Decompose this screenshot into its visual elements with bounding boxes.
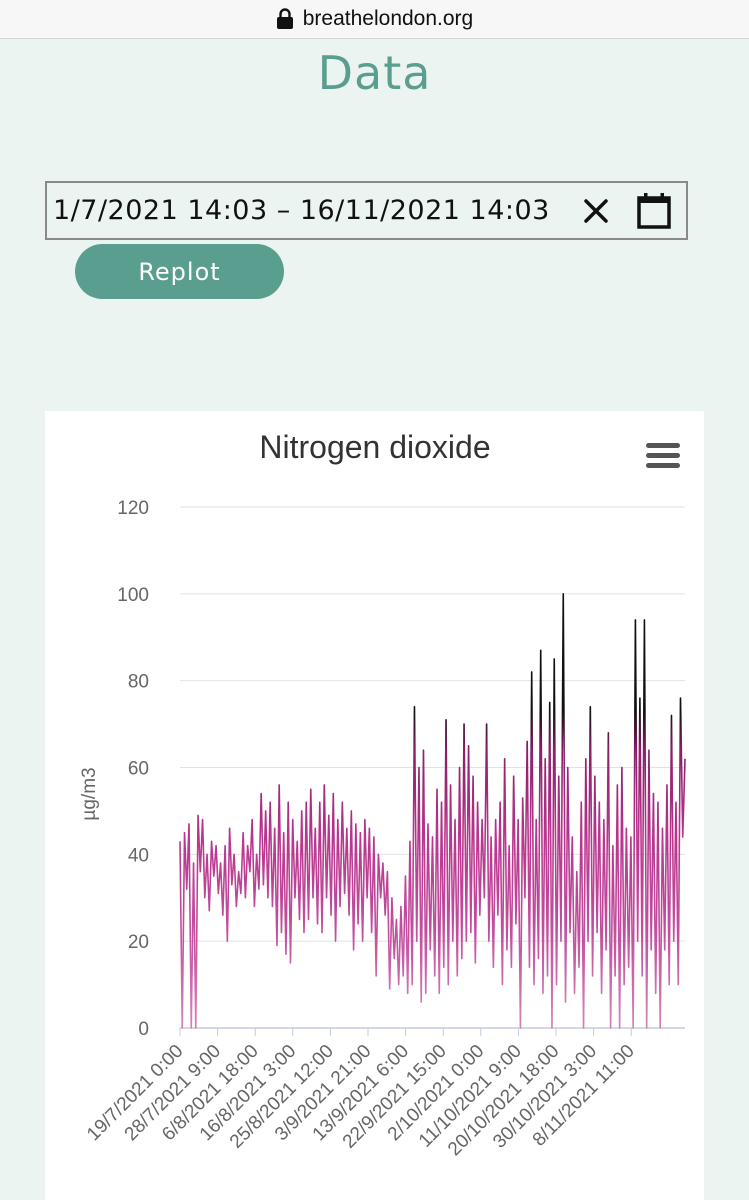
y-tick-label: 100	[117, 585, 149, 606]
chart-title: Nitrogen dioxide	[259, 429, 490, 465]
y-tick-label: 80	[128, 672, 149, 693]
browser-url: breathelondon.org	[302, 7, 474, 30]
replot-button[interactable]: Replot	[75, 244, 284, 299]
clear-icon[interactable]	[582, 197, 610, 225]
y-tick-label: 40	[128, 845, 149, 866]
y-tick-label: 20	[128, 932, 149, 953]
browser-address-bar[interactable]: breathelondon.org	[0, 0, 749, 39]
lock-icon	[276, 8, 293, 29]
y-tick-label: 120	[117, 498, 149, 519]
chart-card: Nitrogen dioxide µg/m3 0 20 40 60 80 100 120 1…	[45, 411, 704, 1200]
hamburger-menu-icon[interactable]	[646, 443, 680, 468]
date-range-input[interactable]: 1/7/2021 14:03 – 16/11/2021 14:03	[45, 181, 688, 240]
y-tick-label: 60	[128, 759, 149, 780]
date-range-value: 1/7/2021 14:03 – 16/11/2021 14:03	[53, 195, 550, 226]
no2-series-line	[179, 593, 686, 1029]
page-title: Data	[317, 46, 432, 100]
calendar-icon[interactable]	[636, 192, 672, 230]
y-axis-label: µg/m3	[79, 767, 100, 820]
y-tick-label: 0	[138, 1019, 149, 1040]
